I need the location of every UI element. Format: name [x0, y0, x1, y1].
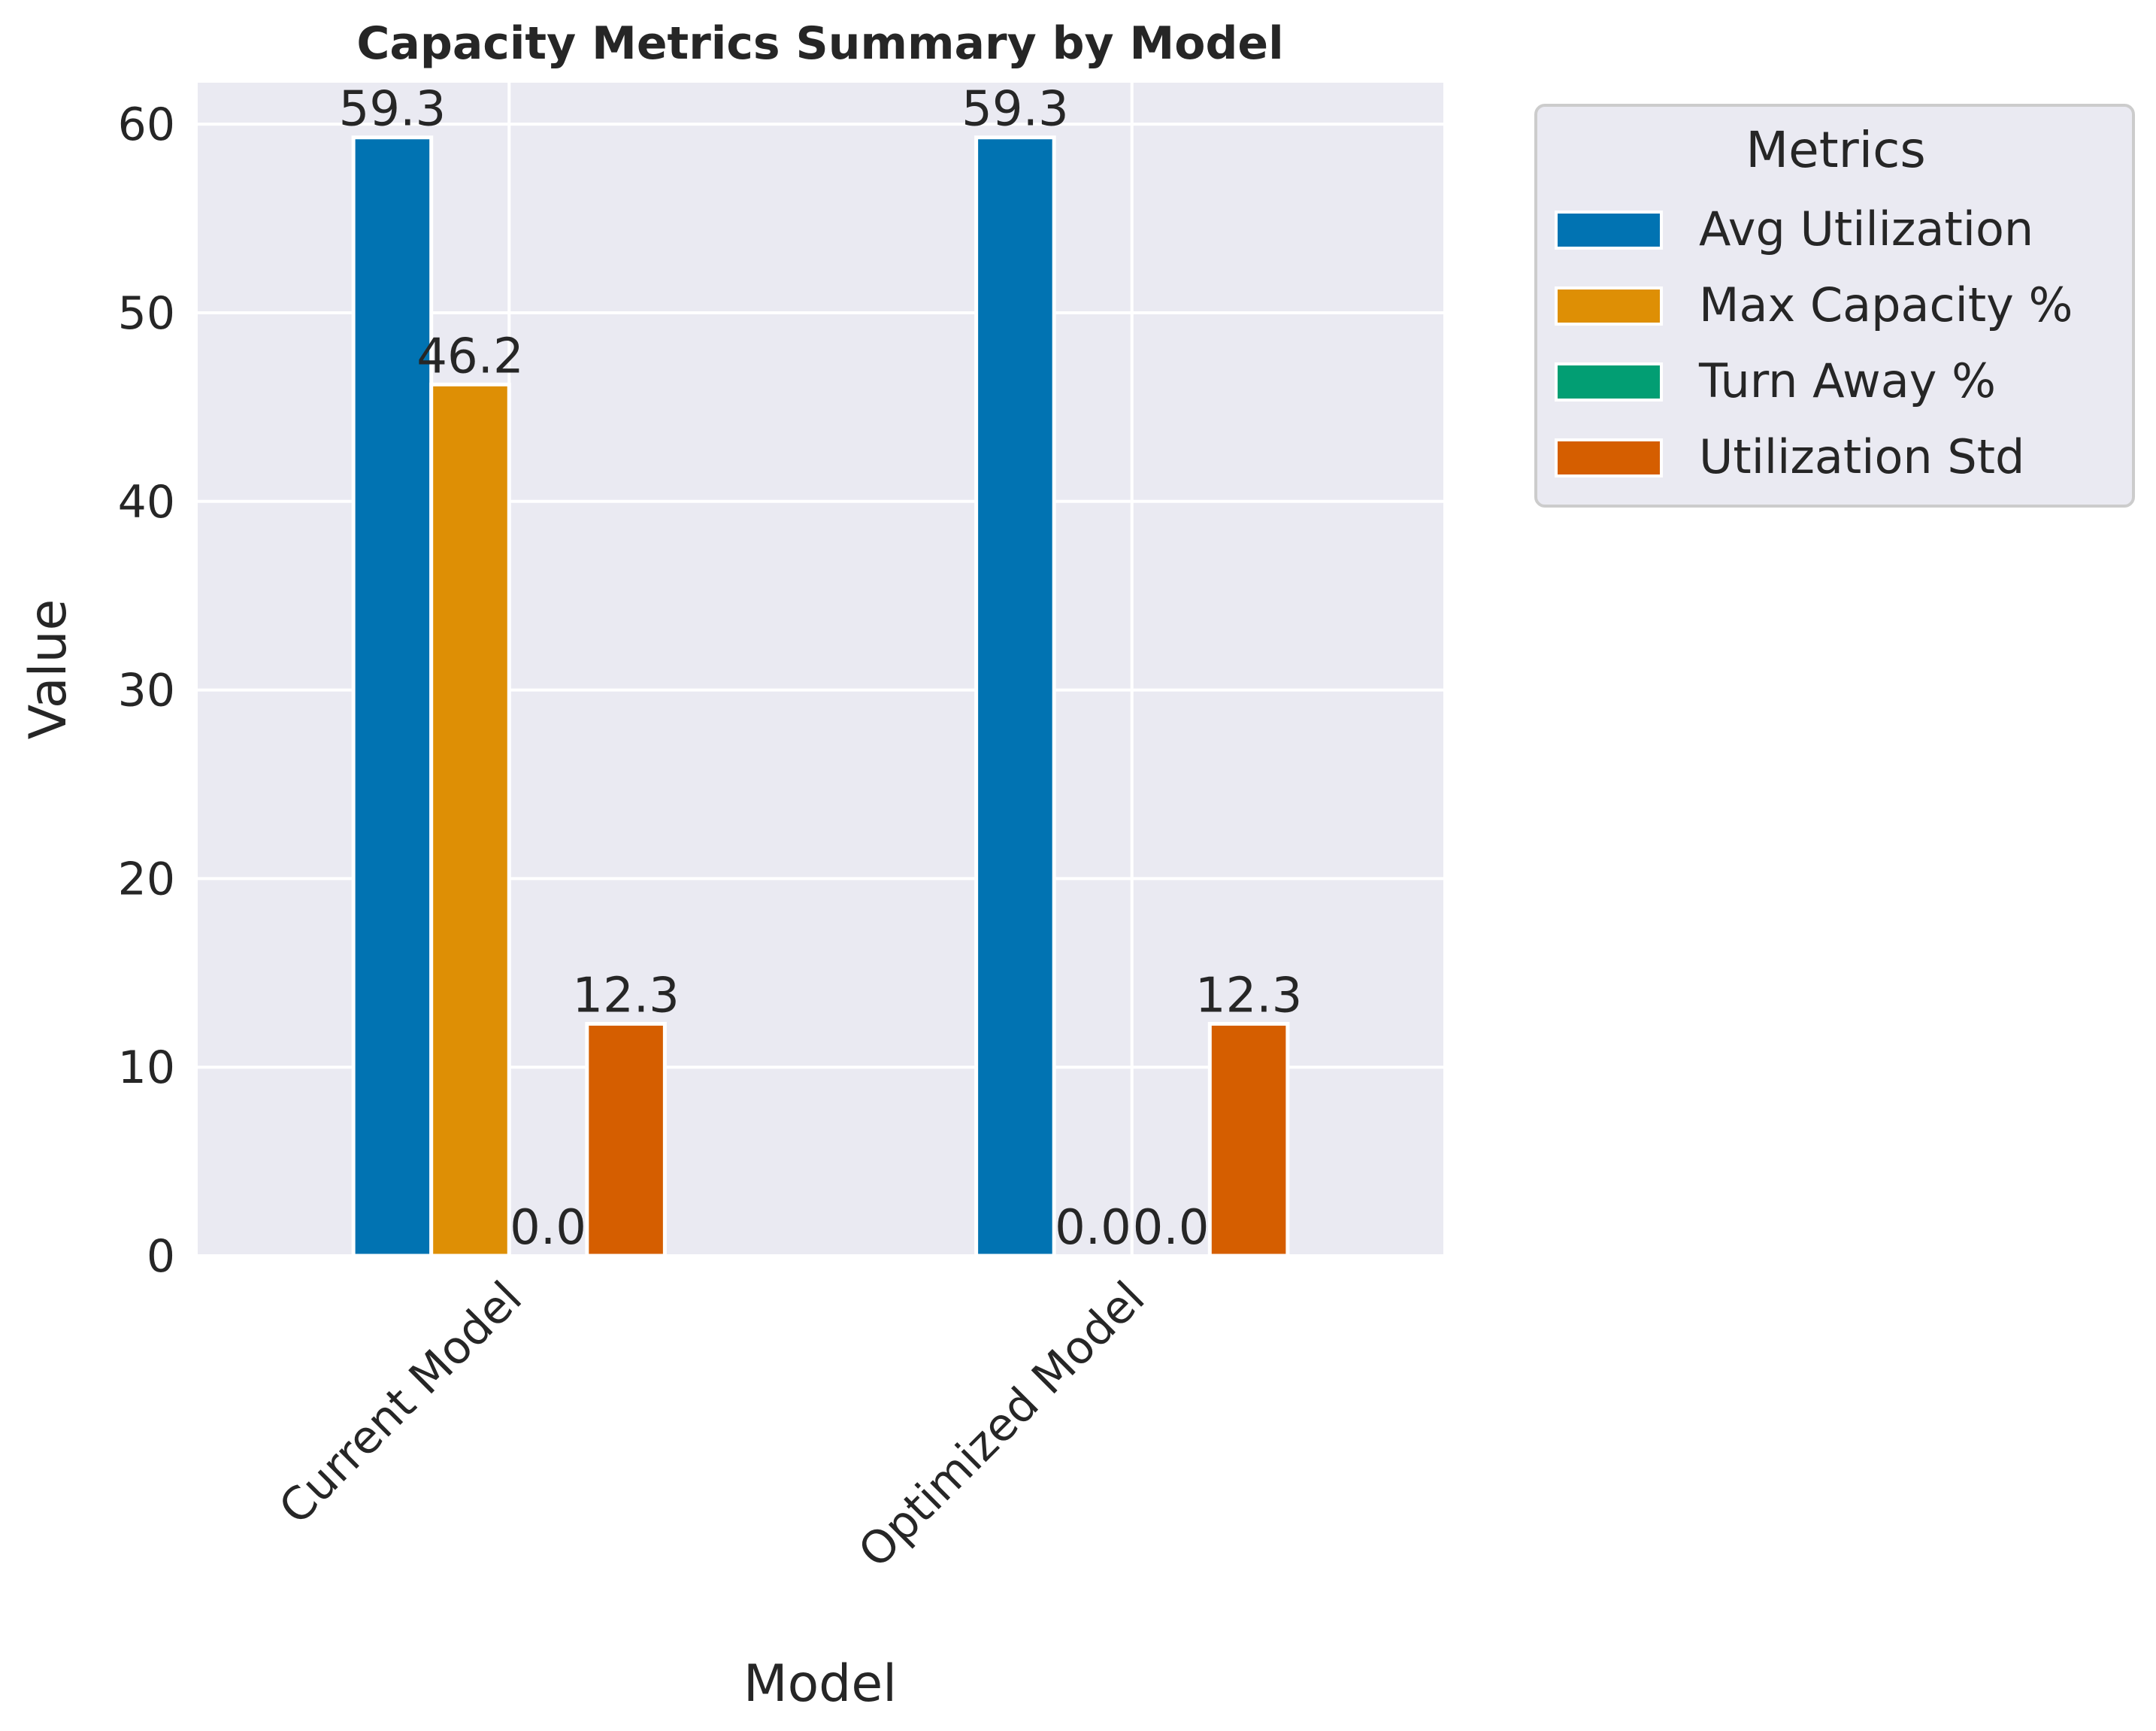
data-labels: 59.3 59.346.20.00.0 0.012.3 12.3 — [339, 82, 1303, 1256]
y-axis: 0 10 20 30 40 50 60 — [118, 99, 175, 1283]
chart-title: Capacity Metrics Summary by Model — [356, 17, 1283, 70]
bar — [585, 1022, 667, 1258]
y-tick-label: 30 — [118, 665, 175, 717]
x-axis-label: Model — [743, 1654, 897, 1714]
y-tick-label: 60 — [118, 99, 175, 151]
x-tick-label: Optimized Model — [849, 1272, 1155, 1578]
x-axis: Current Model Optimized Model — [269, 1272, 1155, 1578]
x-tick-label: Current Model — [269, 1272, 532, 1535]
legend-item-label: Utilization Std — [1699, 429, 2024, 484]
legend-frame — [1534, 104, 2135, 508]
legend: Metrics Avg Utilization Max Capacity % Tur… — [1534, 104, 2135, 508]
bars — [351, 135, 1290, 1258]
bar-value-label: 12.3 — [572, 969, 680, 1024]
y-tick-label: 0 — [147, 1230, 175, 1283]
bar-value-label: 12.3 — [1195, 969, 1303, 1024]
y-tick-label: 50 — [118, 287, 175, 340]
legend-item-label: Avg Utilization — [1699, 202, 2033, 256]
bar — [351, 135, 434, 1258]
bar-value-label: 59.3 — [339, 82, 447, 138]
legend-swatch — [1555, 286, 1663, 326]
legend-swatch — [1555, 211, 1663, 250]
bar-value-label: 0.0 — [1055, 1200, 1131, 1256]
y-tick-label: 40 — [118, 476, 175, 529]
bar — [1207, 1022, 1290, 1258]
legend-swatch — [1555, 438, 1663, 477]
y-tick-label: 20 — [118, 853, 175, 905]
bar — [429, 382, 511, 1258]
legend-title: Metrics — [1746, 121, 1926, 179]
bar-value-label: 0.0 — [510, 1200, 586, 1256]
y-axis-label: Value — [19, 599, 78, 740]
bar-value-label: 46.2 — [416, 329, 524, 384]
legend-swatch — [1555, 362, 1663, 402]
legend-item-label: Turn Away % — [1698, 353, 1996, 408]
bar — [974, 135, 1056, 1258]
legend-item-label: Max Capacity % — [1699, 277, 2073, 332]
bar-value-label: 59.3 — [961, 82, 1069, 138]
bar-value-label: 0.0 — [1133, 1200, 1210, 1256]
y-tick-label: 10 — [118, 1041, 175, 1094]
